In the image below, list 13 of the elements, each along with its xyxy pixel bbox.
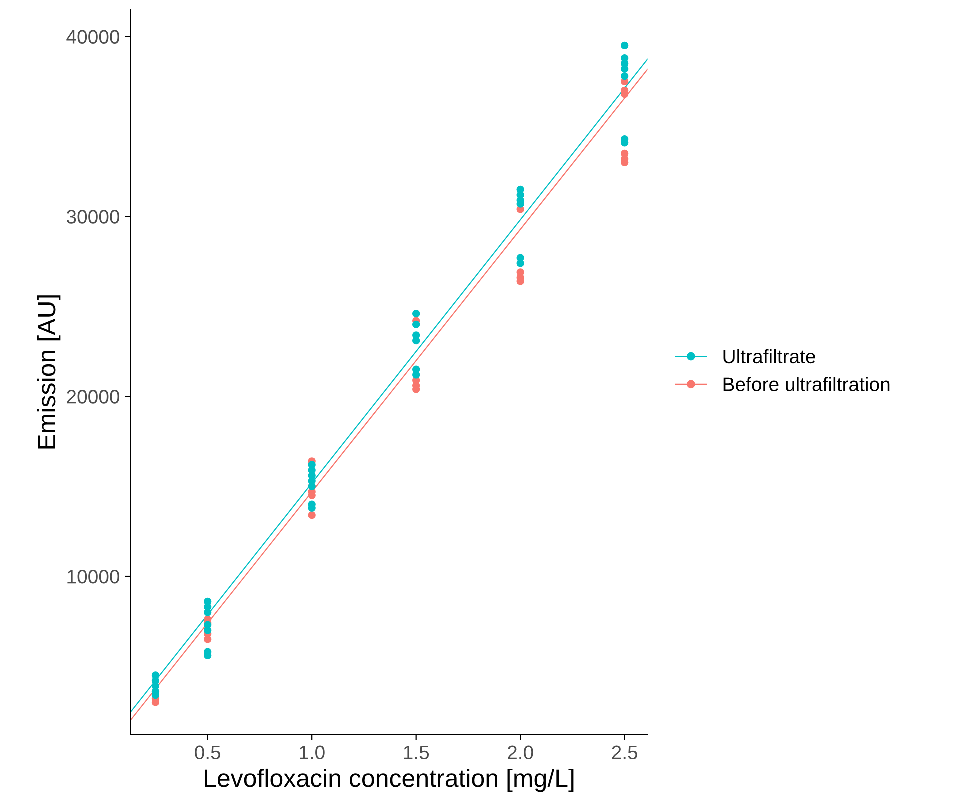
legend-label: Before ultrafiltration: [724, 377, 890, 392]
x-tick-label: 1.0: [300, 746, 325, 760]
y-axis-title: Emission [AU]: [37, 296, 61, 449]
x-tick-label: 0.5: [195, 746, 221, 760]
x-tick-label: 2.5: [612, 746, 638, 760]
y-tick-label: 10000: [68, 570, 120, 584]
x-tick-label: 2.0: [508, 746, 534, 760]
y-tick-label: 40000: [66, 30, 120, 44]
y-tick-label: 20000: [67, 390, 120, 404]
x-tick-label: 1.5: [404, 746, 430, 760]
x-axis-title: Levofloxacin concentration [mg/L]: [205, 768, 574, 792]
y-tick-label: 30000: [66, 210, 120, 224]
legend-label: Ultrafiltrate: [724, 349, 816, 364]
